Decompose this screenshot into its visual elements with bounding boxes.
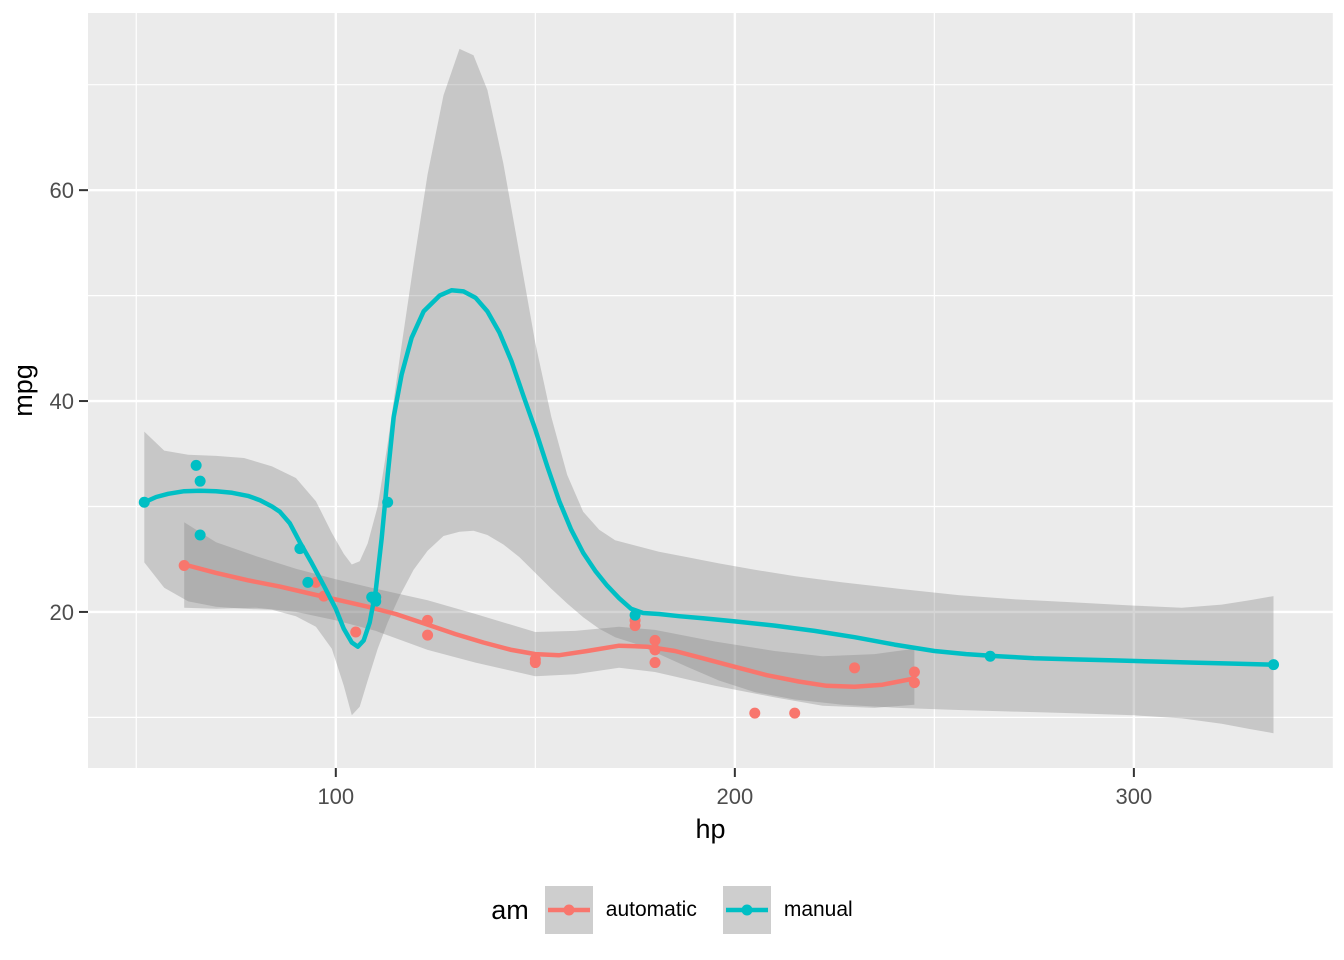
confidence-ribbons (144, 48, 1274, 734)
legend-key-point-manual (741, 904, 753, 916)
point-automatic (749, 707, 761, 719)
smooth-line-manual (142, 288, 1276, 667)
point-automatic (649, 634, 661, 646)
legend-key-automatic (544, 886, 593, 934)
legend-entries: automatic manual (544, 886, 853, 934)
point-manual (302, 576, 314, 588)
x-tick-label-200: 200 (716, 784, 753, 809)
point-automatic (350, 626, 362, 638)
legend-entry-automatic: automatic (544, 886, 697, 934)
legend-entry-manual: manual (722, 886, 853, 934)
y-tick-labels: 20 40 60 (50, 178, 74, 625)
legend-label-automatic: automatic (605, 898, 697, 921)
legend-key-glyph-manual (725, 904, 768, 916)
point-automatic (649, 657, 661, 669)
grid-major-lines (88, 13, 1333, 768)
point-automatic (529, 657, 541, 669)
y-tick-label-20: 20 (50, 600, 74, 625)
y-tick-label-60: 60 (50, 178, 74, 203)
x-axis-title: hp (695, 814, 725, 844)
point-manual (190, 459, 202, 471)
y-axis-title: mpg (8, 364, 38, 417)
panel-background (88, 13, 1333, 768)
point-automatic (908, 666, 920, 678)
legend-key-glyph-automatic (547, 904, 590, 916)
ribbon-manual (144, 48, 1274, 734)
point-automatic (422, 629, 434, 641)
legend-key-point-automatic (563, 904, 575, 916)
legend-label-manual: manual (783, 898, 853, 921)
point-automatic (849, 662, 861, 674)
y-tick-label-40: 40 (50, 389, 74, 414)
point-manual (194, 475, 206, 487)
x-tick-label-100: 100 (317, 784, 354, 809)
x-tick-labels: 100 200 300 (317, 784, 1152, 809)
axis-tick-marks (79, 189, 1135, 777)
grid-minor-lines (88, 13, 1334, 768)
legend-key-manual (722, 886, 771, 934)
smooth-line-automatic (181, 562, 917, 690)
legend-title: am (491, 894, 529, 925)
point-manual (194, 529, 206, 541)
x-tick-label-300: 300 (1116, 784, 1153, 809)
point-automatic (789, 707, 801, 719)
ribbon-automatic (184, 522, 915, 708)
smooth-lines (142, 288, 1276, 690)
legend: am automatic manual (0, 880, 1344, 940)
